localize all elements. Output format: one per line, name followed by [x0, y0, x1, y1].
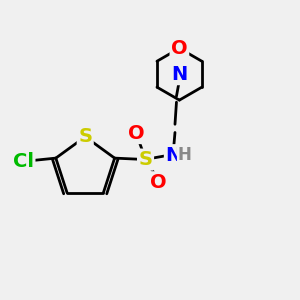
Text: O: O [171, 39, 188, 58]
Text: O: O [128, 124, 145, 142]
Text: O: O [151, 173, 167, 192]
Text: S: S [78, 127, 92, 146]
Text: S: S [139, 150, 152, 169]
Text: H: H [178, 146, 192, 164]
Text: N: N [165, 146, 182, 165]
Text: Cl: Cl [13, 152, 34, 171]
Text: N: N [171, 65, 188, 84]
